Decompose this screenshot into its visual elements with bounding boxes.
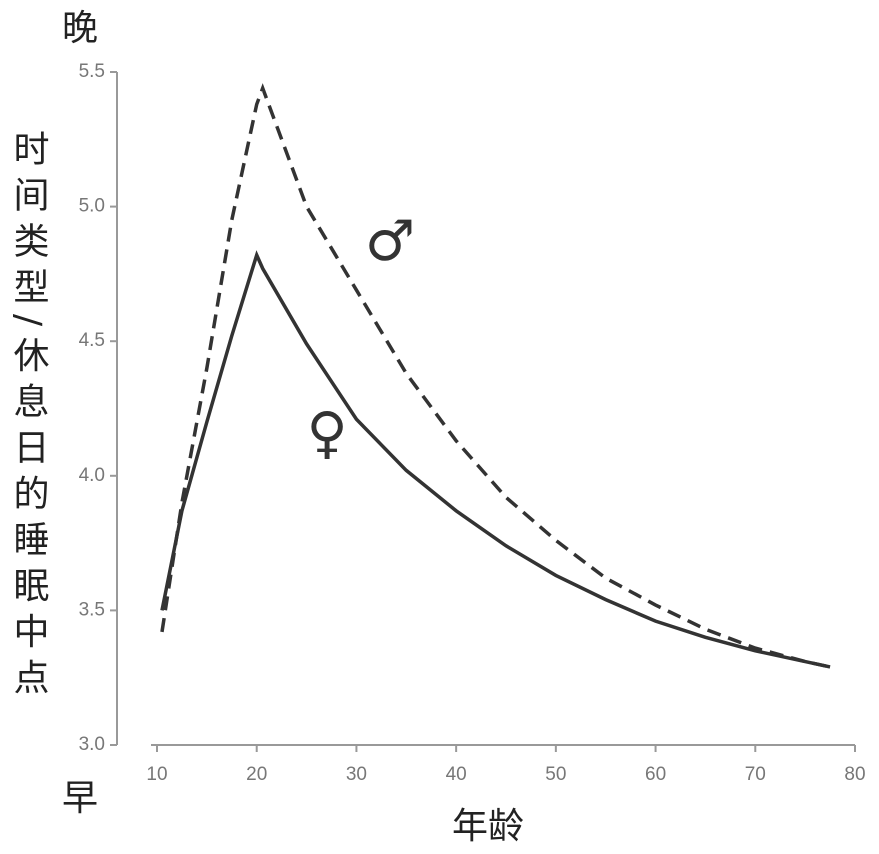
series-label: ♂ [365,209,415,274]
x-tick-label: 40 [446,764,467,785]
x-tick-label: 10 [146,764,167,785]
x-tick-label: 50 [545,764,566,785]
x-axis-label: 年龄 [452,806,524,847]
y-tick-label: 5.0 [79,196,105,217]
x-tick-label: 60 [645,764,666,785]
line [160,250,831,669]
y-tick-label: 4.5 [79,330,105,351]
x-tick-label: 80 [844,764,865,785]
y-tick-label: 3.5 [79,599,105,620]
y-top-label: 晚 [62,8,98,49]
series-label: ♀ [306,401,347,466]
line [160,83,831,669]
y-bottom-label: 早 [62,778,98,819]
y-tick-label: 5.5 [79,61,105,82]
y-axis-label: 时间类型/休息日的睡眠中点 [8,130,50,704]
x-tick-label: 70 [745,764,766,785]
y-tick-label: 4.0 [79,465,105,486]
y-tick-label: 3.0 [79,734,105,755]
x-tick-label: 30 [346,764,367,785]
x-tick-label: 20 [246,764,267,785]
